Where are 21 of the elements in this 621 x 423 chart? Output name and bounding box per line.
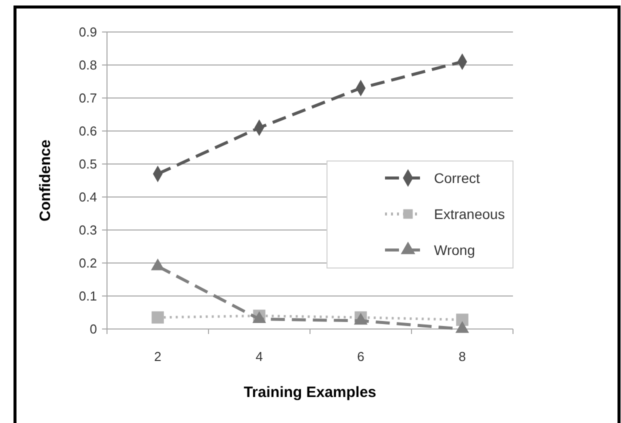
y-tick-label: 0.8 [78,58,97,73]
point [456,314,468,326]
y-tick-label: 0.5 [78,156,97,172]
x-tick-label: 2 [154,349,162,364]
y-tick-label: 0.2 [78,256,97,271]
legend-label: Wrong [434,242,475,258]
y-tick-label: 0.3 [78,222,97,238]
x-tick-label: 8 [458,349,466,364]
y-tick-label: 0.7 [78,90,97,106]
legend-label: Correct [434,170,480,186]
point [152,311,164,324]
y-tick-label: 0.1 [78,288,97,304]
y-tick-label: 0.4 [78,190,97,205]
y-tick-label: 0 [90,322,97,337]
legend-label: Extraneous [434,206,505,222]
x-tick-label: 4 [256,349,263,364]
y-tick-label: 0.9 [78,24,97,40]
y-axis-title: Confidence [37,140,54,222]
x-axis-title: Training Examples [244,384,376,401]
y-tick-label: 0.6 [78,124,97,139]
x-tick-label: 6 [357,349,364,364]
